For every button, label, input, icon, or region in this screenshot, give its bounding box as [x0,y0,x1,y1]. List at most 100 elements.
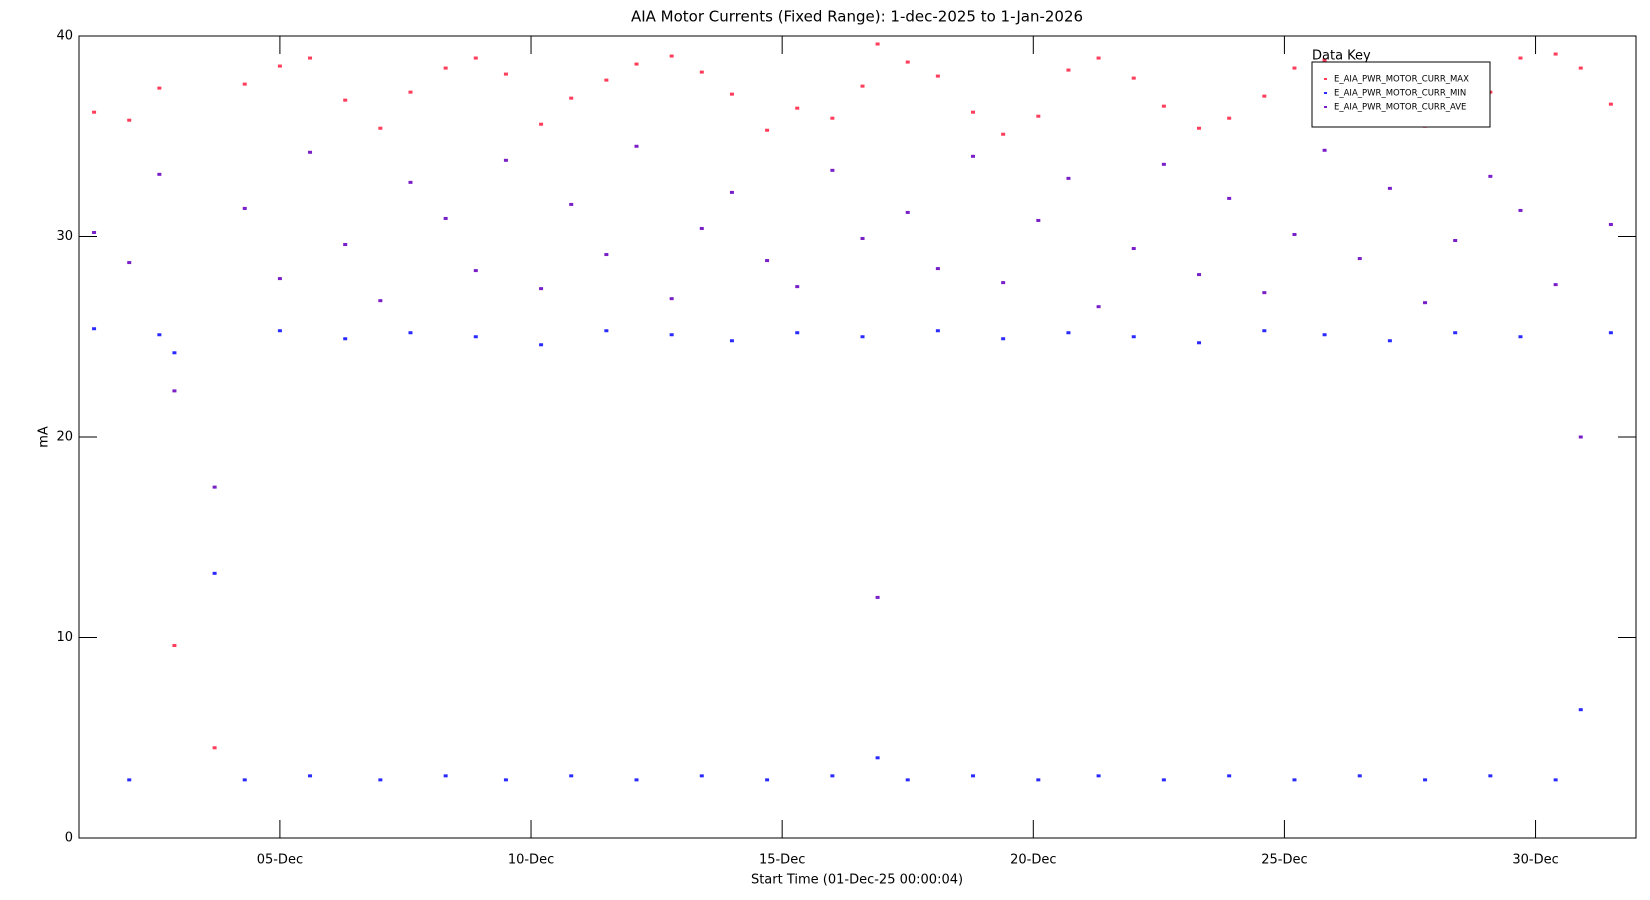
data-point [1357,257,1362,261]
data-point [277,329,282,333]
data-point [1227,116,1232,120]
data-point [569,774,574,778]
data-point [830,774,835,778]
data-point [634,778,639,782]
data-point [343,98,348,102]
data-point [1227,774,1232,778]
data-point [1292,232,1297,236]
data-point [1357,774,1362,778]
data-point [1578,435,1583,439]
data-point [1096,774,1101,778]
data-point [1488,174,1493,178]
data-point [830,168,835,172]
data-point [1553,52,1558,56]
data-point [1227,196,1232,200]
y-tick-label: 10 [56,630,73,645]
data-point [1453,239,1458,243]
data-point [378,126,383,130]
data-point [1161,778,1166,782]
data-point [1453,331,1458,335]
data-point [92,110,97,114]
y-tick-label: 30 [56,229,73,244]
data-point [343,337,348,341]
data-point [378,299,383,303]
data-point [1292,778,1297,782]
data-point [1066,331,1071,335]
data-point [699,774,704,778]
x-axis-label: Start Time (01-Dec-25 00:00:04) [751,873,963,888]
data-point [971,154,976,158]
plot-frame [78,35,1637,839]
data-point [634,62,639,66]
data-point [503,778,508,782]
data-point [157,333,162,337]
data-point [875,756,880,760]
data-point [634,144,639,148]
x-tick-label: 15-Dec [759,853,805,868]
data-point [1608,102,1613,106]
data-point [408,331,413,335]
legend-swatch [1324,92,1327,94]
data-point [1096,56,1101,60]
data-point [669,54,674,58]
data-point [277,64,282,68]
data-point [503,158,508,162]
data-point [1322,333,1327,337]
data-point [1197,126,1202,130]
data-point [1423,301,1428,305]
data-point [860,335,865,339]
legend-label: E_AIA_PWR_MOTOR_CURR_MAX [1334,75,1469,85]
data-point [473,335,478,339]
data-point [473,56,478,60]
data-point [1036,778,1041,782]
data-point [92,327,97,331]
data-point [473,269,478,273]
data-point [242,82,247,86]
data-point [1066,68,1071,72]
data-point [1578,708,1583,712]
data-point [1518,335,1523,339]
data-point [1197,341,1202,345]
data-point [795,106,800,110]
x-tick-label: 20-Dec [1010,853,1056,868]
legend-label: E_AIA_PWR_MOTOR_CURR_MIN [1334,89,1466,99]
data-point [795,285,800,289]
data-point [1197,273,1202,277]
data-point [604,329,609,333]
data-point [1001,337,1006,341]
data-point [539,343,544,347]
data-point [1161,104,1166,108]
legend-swatch [1324,78,1327,80]
data-point [408,90,413,94]
data-point [699,70,704,74]
data-point [860,237,865,241]
data-point [1518,56,1523,60]
data-point [378,778,383,782]
data-point [1036,218,1041,222]
data-point [905,778,910,782]
data-point [765,778,770,782]
data-point [765,259,770,263]
legend-box [1311,61,1491,128]
data-point [729,190,734,194]
data-point [729,92,734,96]
data-point [127,118,132,122]
data-point [765,128,770,132]
data-point [1131,335,1136,339]
data-point [539,122,544,126]
x-tick-label: 30-Dec [1512,853,1558,868]
data-point [1262,94,1267,98]
data-point [1262,291,1267,295]
data-point [604,78,609,82]
data-point [971,110,976,114]
data-point [935,329,940,333]
x-tick-label: 25-Dec [1261,853,1307,868]
data-point [795,331,800,335]
data-point [308,56,313,60]
data-point [212,746,217,750]
data-point [242,778,247,782]
data-point [308,150,313,154]
y-tick-label: 40 [56,29,73,44]
